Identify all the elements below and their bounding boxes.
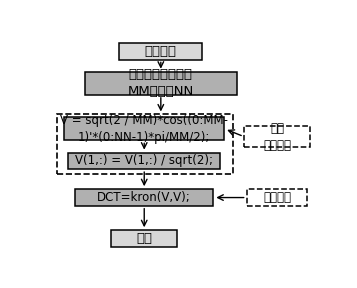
Bar (64, 117, 225, 141)
Bar (111, 230, 177, 247)
Text: V = sqrt(2 / MM)*cos((0:MM-
1)'*(0:NN-1)*pi/MM/2);: V = sqrt(2 / MM)*cos((0:MM- 1)'*(0:NN-1)… (60, 114, 228, 144)
Bar (75, 189, 213, 206)
Text: 结束: 结束 (136, 232, 152, 245)
Bar (68, 153, 220, 169)
Bar (244, 126, 310, 147)
Text: 遍历
分频采样: 遍历 分频采样 (263, 122, 291, 151)
Bar (57, 114, 233, 174)
Text: 设置目标字典行数
MM，列数NN: 设置目标字典行数 MM，列数NN (128, 68, 194, 98)
Bar (85, 72, 237, 95)
Text: 字典调制: 字典调制 (263, 191, 291, 204)
Bar (119, 43, 202, 60)
Text: DCT=kron(V,V);: DCT=kron(V,V); (97, 191, 191, 204)
Text: 程序开始: 程序开始 (145, 45, 177, 58)
Text: V(1,:) = V(1,:) / sqrt(2);: V(1,:) = V(1,:) / sqrt(2); (75, 154, 213, 167)
Bar (247, 189, 307, 206)
